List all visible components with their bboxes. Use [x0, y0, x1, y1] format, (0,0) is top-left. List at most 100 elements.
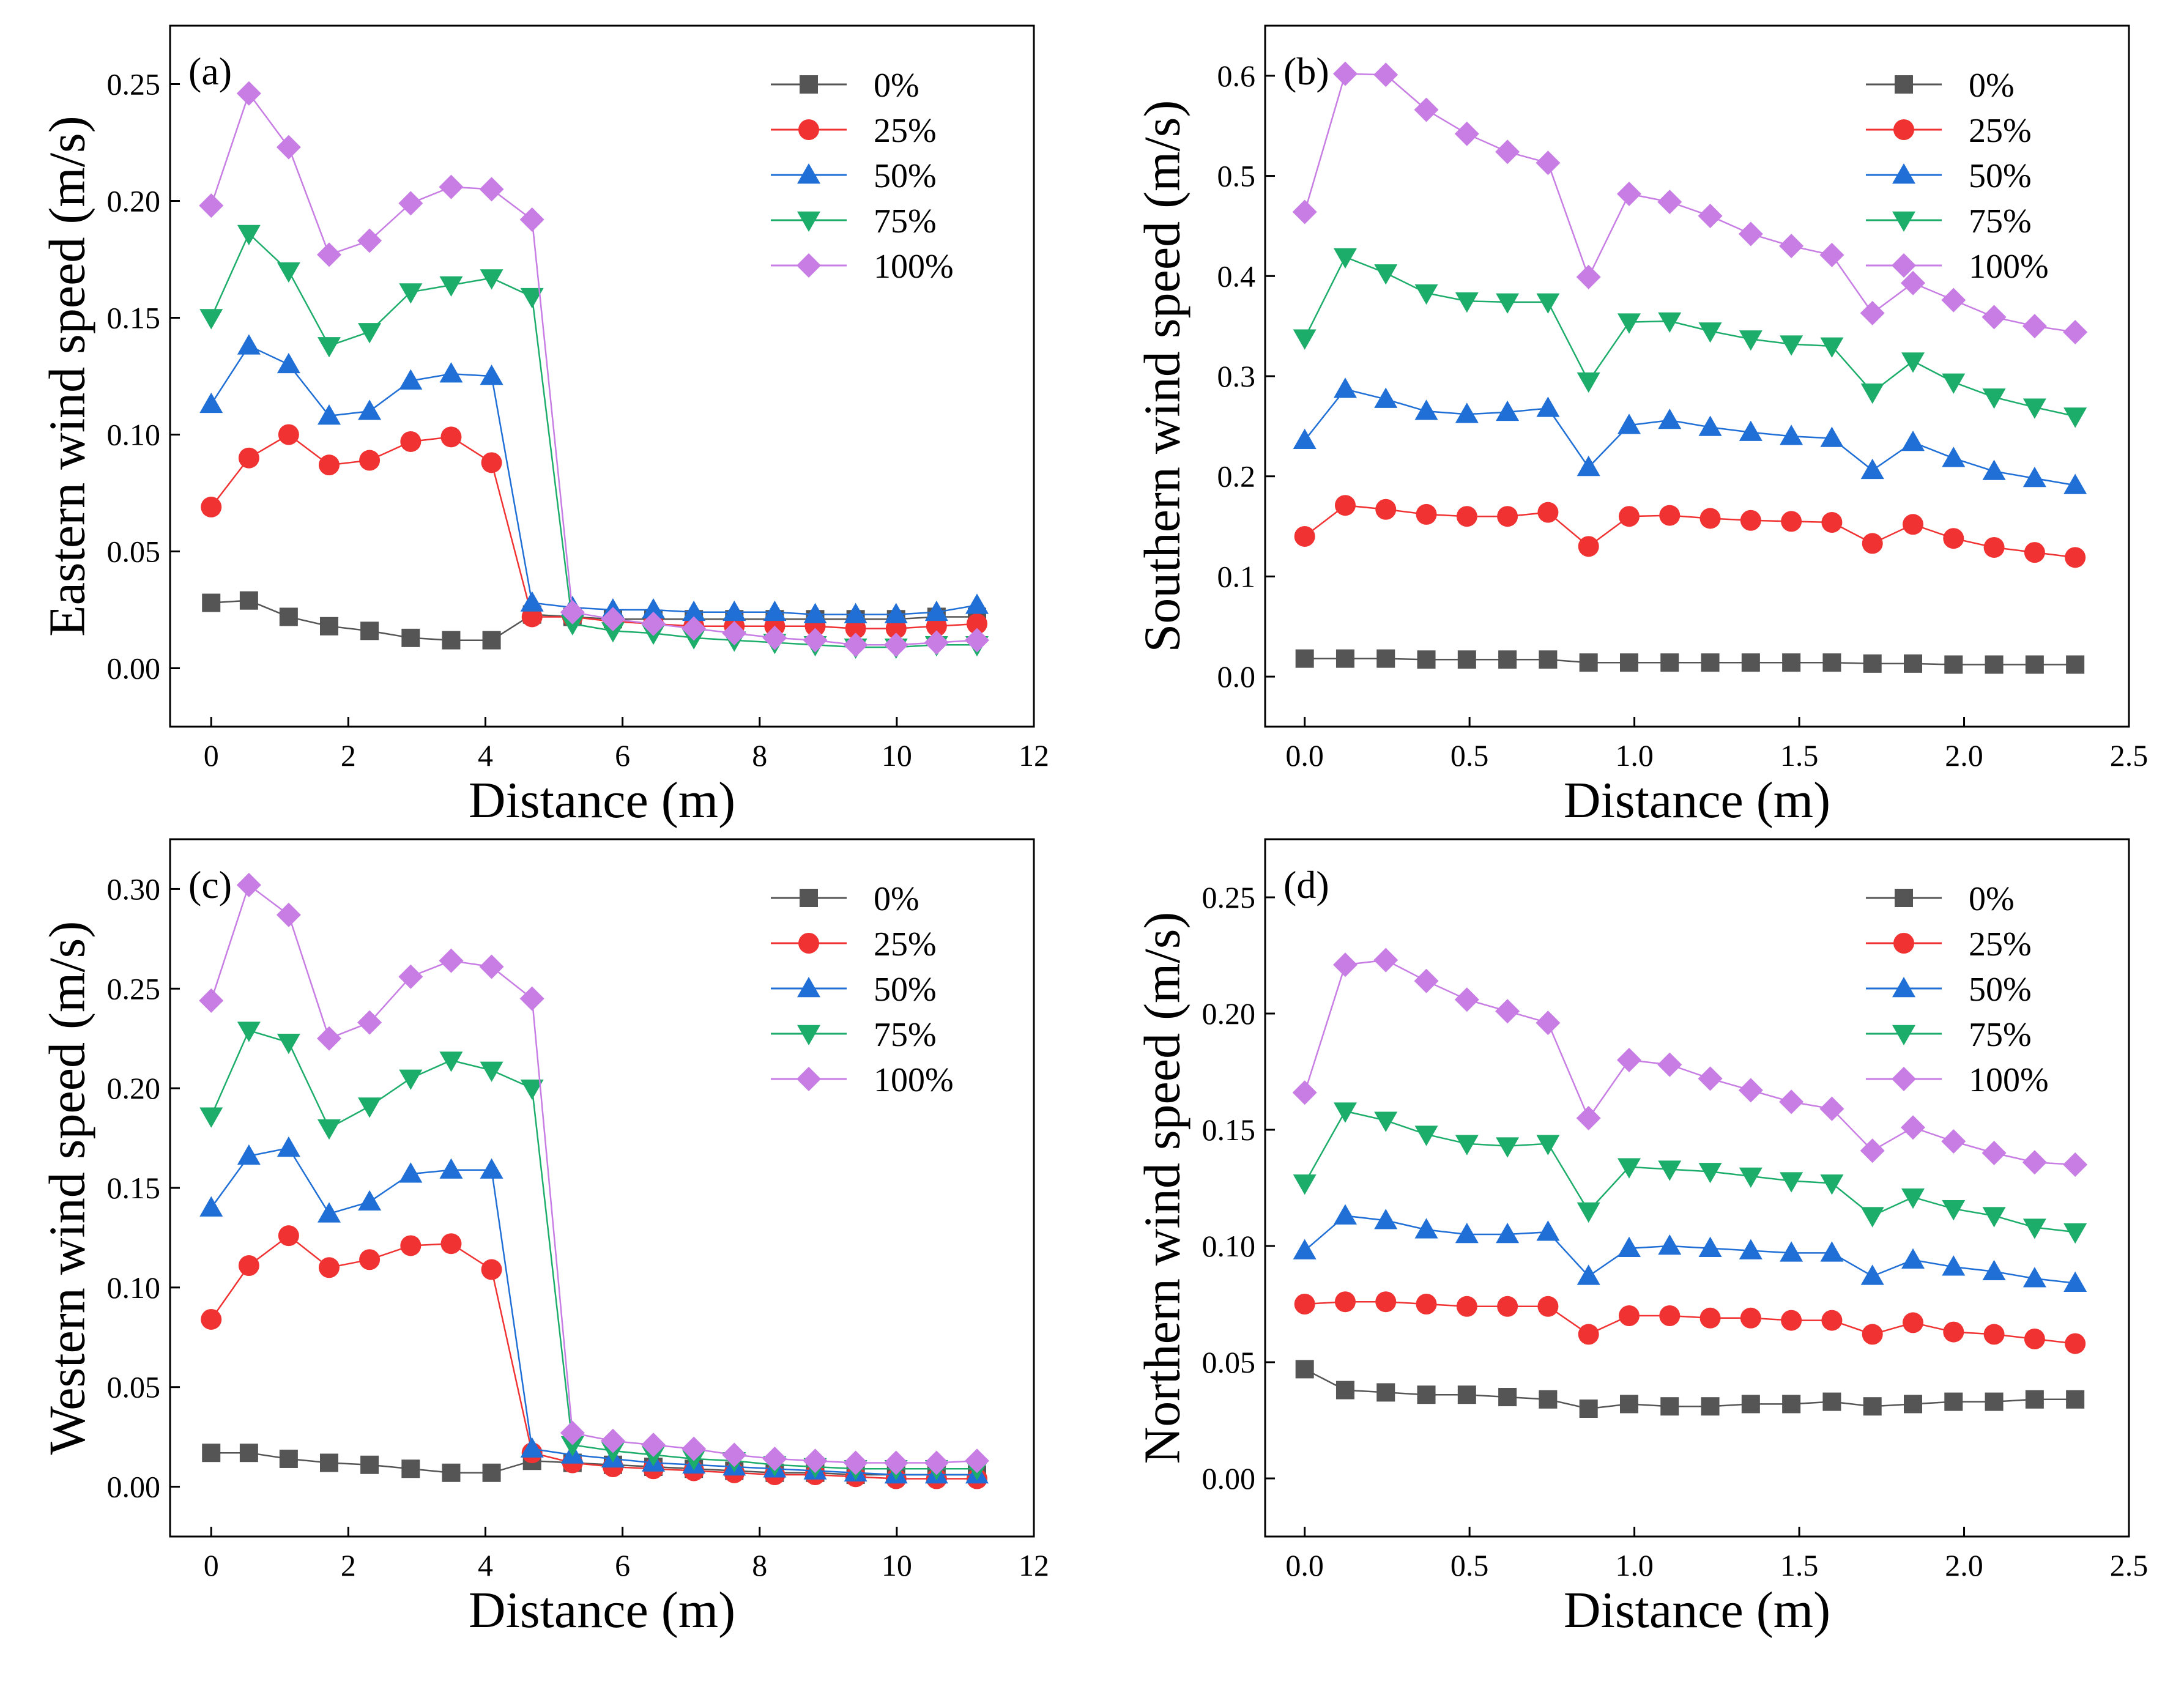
data-point-a-0	[360, 621, 379, 640]
legend-label-b-4: 100%	[1969, 248, 2049, 286]
x-tick-label-a: 0	[204, 738, 219, 773]
data-point-c-2	[199, 1196, 223, 1217]
data-point-a-2	[924, 600, 948, 621]
legend-label-c-3: 75%	[874, 1016, 937, 1054]
y-tick-label-a: 0.05	[107, 535, 161, 569]
data-point-b-0	[2066, 655, 2085, 674]
data-point-a-4	[762, 625, 787, 650]
data-point-a-3	[317, 337, 341, 358]
x-tick-label-c: 4	[478, 1548, 493, 1582]
panel-label-c: (c)	[188, 863, 232, 907]
data-point-d-1	[1983, 1324, 2005, 1345]
data-point-a-0	[202, 593, 221, 612]
data-point-d-0	[1782, 1395, 1801, 1414]
data-point-c-2	[317, 1202, 341, 1223]
data-point-d-1	[1334, 1291, 1356, 1313]
x-tick-label-c: 8	[752, 1548, 767, 1582]
x-tick-label-a: 10	[882, 738, 912, 773]
data-point-a-3	[480, 269, 503, 290]
data-point-a-1	[400, 431, 422, 452]
data-point-b-4	[1332, 61, 1358, 86]
data-point-b-2	[1496, 400, 1520, 421]
y-tick-label-d: 0.20	[1202, 996, 1256, 1031]
data-point-a-3	[520, 287, 544, 309]
data-point-a-3	[237, 224, 261, 245]
data-point-d-1	[1699, 1307, 1721, 1329]
data-point-c-3	[399, 1069, 423, 1090]
data-point-d-2	[1780, 1241, 1803, 1262]
data-point-c-2	[237, 1144, 261, 1165]
data-point-d-1	[2024, 1329, 2045, 1349]
data-point-b-3	[2063, 407, 2087, 428]
data-point-c-0	[401, 1459, 420, 1478]
data-point-d-1	[1862, 1324, 1883, 1345]
data-point-a-4	[479, 177, 504, 202]
data-point-b-4	[1657, 190, 1682, 215]
y-tick-label-c: 0.20	[107, 1071, 161, 1105]
data-point-c-4	[357, 1010, 382, 1035]
data-point-b-0	[1457, 650, 1476, 669]
x-axis-title-b: Distance (m)	[1564, 772, 1830, 829]
data-point-a-1	[359, 450, 381, 471]
data-point-b-1	[1740, 510, 1761, 531]
legend-label-b-2: 50%	[1969, 157, 2032, 195]
legend-marker-d-1	[1893, 933, 1914, 954]
data-point-b-3	[1496, 293, 1520, 314]
data-point-d-1	[1618, 1305, 1640, 1326]
data-point-d-1	[1456, 1296, 1477, 1317]
data-point-d-4	[1332, 952, 1358, 977]
data-point-b-0	[1904, 654, 1922, 673]
data-point-d-4	[1495, 999, 1520, 1024]
legend-marker-d-2	[1892, 977, 1915, 998]
data-point-d-4	[1982, 1141, 2007, 1165]
data-point-b-3	[1860, 383, 1884, 404]
x-axis-title-c: Distance (m)	[469, 1582, 735, 1639]
data-point-c-3	[237, 1021, 261, 1042]
data-point-b-4	[2022, 314, 2047, 339]
series-line-c-2	[210, 1147, 977, 1476]
data-point-c-2	[277, 1136, 300, 1157]
data-point-a-4	[682, 616, 707, 641]
x-tick-label-d: 0.0	[1285, 1548, 1324, 1582]
data-point-b-0	[1944, 655, 1963, 674]
legend-label-a-3: 75%	[874, 202, 937, 240]
data-point-a-3	[560, 615, 584, 636]
data-point-a-4	[357, 228, 382, 253]
data-point-b-3	[1293, 329, 1317, 350]
data-point-b-1	[1821, 512, 1843, 533]
data-point-a-4	[641, 611, 666, 636]
data-point-d-3	[1860, 1207, 1884, 1228]
data-point-c-0	[360, 1455, 379, 1474]
data-point-a-2	[763, 600, 787, 621]
data-point-b-0	[1335, 649, 1354, 668]
data-point-c-4	[762, 1446, 787, 1471]
data-point-a-1	[440, 426, 462, 448]
y-tick-label-b: 0.4	[1217, 259, 1256, 293]
legend-label-d-2: 50%	[1969, 971, 2032, 1009]
data-point-a-4	[236, 81, 261, 106]
x-tick-label-b: 2.5	[2110, 738, 2149, 773]
data-point-b-3	[1780, 335, 1803, 356]
data-point-c-0	[319, 1453, 338, 1472]
data-point-d-2	[1942, 1255, 1966, 1276]
data-point-c-2	[480, 1158, 503, 1179]
data-point-d-1	[1740, 1307, 1761, 1329]
data-point-d-2	[2063, 1271, 2087, 1292]
x-tick-label-b: 0.0	[1285, 738, 1324, 773]
data-point-a-1	[481, 452, 502, 473]
legend-label-d-0: 0%	[1969, 880, 2015, 918]
data-point-d-4	[1536, 1010, 1561, 1036]
data-point-b-1	[1618, 506, 1640, 527]
data-point-d-0	[1985, 1392, 2004, 1411]
data-point-b-2	[1455, 402, 1479, 423]
data-point-d-0	[1944, 1392, 1963, 1411]
data-point-d-2	[1698, 1236, 1722, 1258]
y-tick-label-b: 0.5	[1217, 159, 1256, 193]
data-point-c-1	[400, 1235, 422, 1256]
data-point-a-1	[845, 618, 866, 639]
panel-b: 0.0 0.5 1.0 1.5 2.0 2.5 0.0 0.1 0.2 0.3 0.4 0.5 0.6 D…	[1134, 24, 2149, 829]
x-tick-label-a: 4	[478, 738, 493, 773]
y-tick-label-c: 0.10	[107, 1270, 161, 1305]
data-point-d-0	[2025, 1390, 2044, 1409]
